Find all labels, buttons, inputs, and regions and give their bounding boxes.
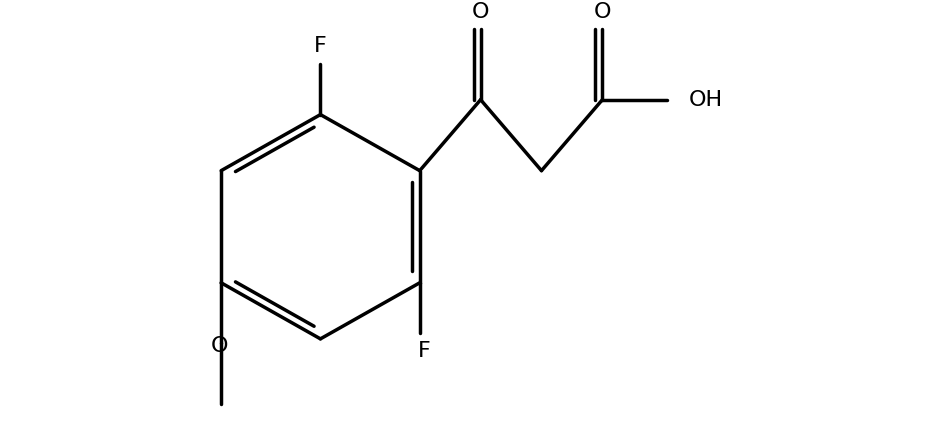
- Text: F: F: [314, 36, 326, 56]
- Text: O: O: [210, 336, 228, 356]
- Text: O: O: [472, 2, 489, 22]
- Text: F: F: [418, 341, 432, 361]
- Text: O: O: [593, 2, 611, 22]
- Text: OH: OH: [689, 90, 724, 110]
